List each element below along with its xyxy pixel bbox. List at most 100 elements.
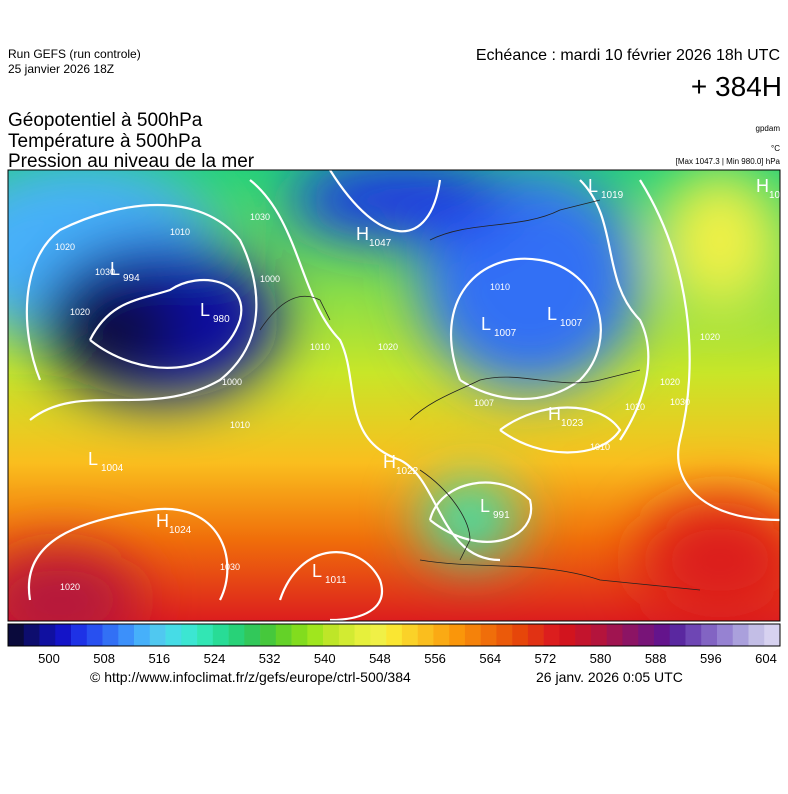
center-value: 1007 [494, 328, 517, 339]
colorbar-swatch [307, 624, 324, 646]
run-date: 25 janvier 2026 18Z [8, 62, 114, 76]
colorbar-swatch [39, 624, 56, 646]
colorbar-tick-label: 580 [590, 651, 612, 666]
colorbar-tick-label: 556 [424, 651, 446, 666]
colorbar-swatch [338, 624, 355, 646]
isobar-label: 1030 [670, 397, 690, 407]
center-value: 10 [769, 190, 781, 201]
colorbar-swatch [102, 624, 119, 646]
colorbar-swatch [181, 624, 198, 646]
colorbar-tick-label: 540 [314, 651, 336, 666]
colorbar-swatch [228, 624, 245, 646]
colorbar-swatch [291, 624, 308, 646]
colorbar-swatch [685, 624, 702, 646]
isobar-label: 1030 [220, 562, 240, 572]
center-letter: H [383, 452, 396, 472]
colorbar-swatch [8, 624, 25, 646]
center-letter: H [156, 511, 169, 531]
colorbar-swatch [449, 624, 466, 646]
colorbar-swatch [86, 624, 103, 646]
generated-time: 26 janv. 2026 0:05 UTC [536, 669, 683, 685]
title-pressure: Pression au niveau de la mer [8, 151, 255, 172]
isobar-label: 1010 [490, 282, 510, 292]
colorbar-swatch [386, 624, 403, 646]
colorbar-swatch [149, 624, 166, 646]
isobar-label: 1020 [660, 377, 680, 387]
isobar-label: 1020 [700, 332, 720, 342]
colorbar-swatch [575, 624, 592, 646]
colorbar-swatch [653, 624, 671, 646]
colorbar-swatch [716, 624, 734, 646]
colorbar-swatch [71, 624, 88, 646]
colorbar-tick-label: 532 [259, 651, 281, 666]
colorbar-swatch [23, 624, 40, 646]
center-letter: H [756, 176, 769, 196]
colorbar-tick-label: 500 [38, 651, 60, 666]
isobar-label: 1030 [250, 212, 270, 222]
colorbar-tick-label: 564 [479, 651, 501, 666]
colorbar-swatch [260, 624, 277, 646]
lead-time: + 384H [691, 71, 782, 102]
colorbar-tick-label: 572 [535, 651, 557, 666]
colorbar-swatch [480, 624, 497, 646]
center-letter: L [481, 314, 491, 334]
title-geopotential: Géopotentiel à 500hPa [8, 110, 203, 131]
source-url: © http://www.infoclimat.fr/z/gefs/europe… [90, 669, 411, 685]
colorbar-swatch [401, 624, 418, 646]
isobar-label: 1010 [310, 342, 330, 352]
unit-gpdam: gpdam [756, 124, 781, 133]
center-value: 1023 [561, 418, 584, 429]
center-value: 1047 [369, 238, 392, 249]
colorbar-swatch [606, 624, 623, 646]
colorbar: 500 508 516 524 532 540 548 556 564 572 580 588 596 6… [7, 623, 781, 666]
isobar-label: 1020 [378, 342, 398, 352]
colorbar-tick-label: 516 [148, 651, 170, 666]
center-value: 1007 [560, 318, 583, 329]
colorbar-swatch [212, 624, 229, 646]
colorbar-swatch [244, 624, 261, 646]
isobar-label: 1020 [55, 242, 75, 252]
isobar-label: 1030 [95, 267, 115, 277]
colorbar-swatch [559, 624, 576, 646]
center-value: 1024 [169, 525, 192, 536]
center-letter: L [312, 561, 322, 581]
colorbar-swatch [764, 624, 781, 646]
colorbar-swatch [464, 624, 481, 646]
colorbar-swatch [543, 624, 560, 646]
center-value: 980 [213, 314, 230, 325]
colorbar-swatch [512, 624, 529, 646]
colorbar-swatch [354, 624, 371, 646]
center-letter: H [356, 224, 369, 244]
colorbar-swatch [275, 624, 292, 646]
colorbar-swatch [55, 624, 72, 646]
center-letter: L [547, 304, 557, 324]
center-letter: L [110, 259, 120, 279]
colorbar-tick-label: 548 [369, 651, 391, 666]
colorbar-swatch [496, 624, 513, 646]
colorbar-frame [7, 623, 781, 647]
colorbar-swatch [701, 624, 718, 646]
center-value: 1011 [325, 575, 347, 586]
center-value: 1004 [101, 463, 124, 474]
run-name: Run GEFS (run controle) [8, 47, 141, 61]
center-letter: L [200, 300, 210, 320]
colorbar-tick-label: 524 [204, 651, 226, 666]
colorbar-tick-label: 508 [93, 651, 115, 666]
colorbar-swatch [118, 624, 135, 646]
colorbar-swatch [638, 624, 655, 646]
colorbar-swatch [527, 624, 544, 646]
center-letter: L [480, 496, 490, 516]
title-temperature: Température à 500hPa [8, 131, 202, 152]
colorbar-swatch [748, 624, 765, 646]
colorbar-tick-label: 604 [755, 651, 777, 666]
unit-celsius: °C [771, 144, 780, 153]
center-value: 1022 [396, 466, 419, 477]
colorbar-swatch [669, 624, 686, 646]
isobar-label: 1020 [60, 582, 80, 592]
isobar-label: 1000 [222, 377, 242, 387]
valid-time: Echéance : mardi 10 février 2026 18h UTC [476, 47, 780, 64]
isobar-label: 1007 [474, 398, 494, 408]
